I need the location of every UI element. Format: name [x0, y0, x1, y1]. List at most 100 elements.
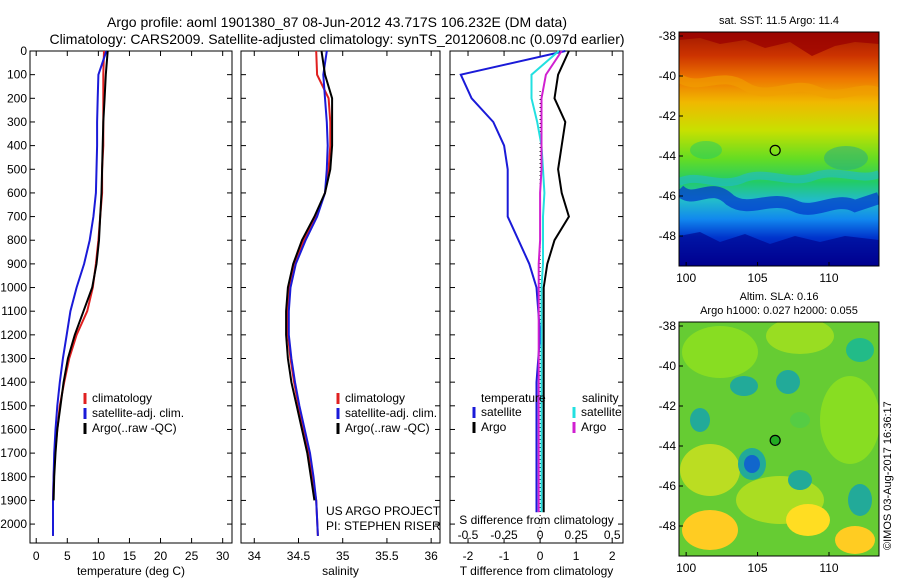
difference-xtick-label: 0	[537, 549, 544, 563]
salinity-xlabel: salinity	[322, 564, 359, 578]
legend-label: Argo	[481, 420, 507, 434]
temperature-axes-frame	[29, 50, 233, 544]
depth-tick-label: 100	[7, 68, 27, 82]
sst_map-panel: 100 105 110 -38 -40 -42 -44 -46 -48 sat. SST: 11.…	[659, 15, 880, 285]
depth-tick-label: 1500	[0, 399, 27, 413]
depth-tick-label: 200	[7, 91, 27, 105]
sst_map-frame	[678, 31, 880, 267]
depth-tick-label: 1100	[1, 304, 27, 318]
depth-tick-label: 600	[7, 186, 27, 200]
depth-tick-label: 900	[7, 257, 27, 271]
legend-label: climatology	[345, 391, 405, 405]
depth-tick-label: 400	[7, 139, 27, 153]
sla_map-float-position-marker	[769, 434, 781, 446]
sst_map-ytick-label: -38	[659, 29, 677, 43]
depth-tick-label: 0	[20, 44, 27, 58]
legend-header-temperature: temperature	[481, 391, 546, 405]
depth-tick-label: 1600	[0, 422, 27, 436]
sst_map-ytick-label: -48	[659, 229, 677, 243]
series-line-temperature-satellite-adj.	[52, 50, 108, 536]
depth-tick-label: 1000	[0, 281, 27, 295]
difference-xtick-label: -2	[463, 549, 474, 563]
depth-tick-label: 500	[7, 162, 27, 176]
temperature-xtick-label: 0	[33, 549, 40, 563]
figure-title-line1: Argo profile: aoml 1901380_87 08-Jun-201…	[107, 14, 567, 30]
depth-tick-label: 700	[7, 210, 27, 224]
series-line-salinity-Argo	[537, 50, 563, 513]
legend-label: satellite-adj. clim.	[92, 406, 184, 420]
project-footer-text: PI: STEPHEN RISER	[326, 519, 441, 533]
legend-label: climatology	[92, 391, 152, 405]
sla_map-ytick-label: -38	[659, 319, 677, 333]
salinity-xtick-label: 36	[424, 549, 438, 563]
difference-x2label: S difference from climatology	[459, 513, 614, 527]
series-line-salinity-satellite-adj.	[287, 50, 329, 536]
sla_map-frame	[678, 321, 880, 557]
sla_map-ytick-label: -42	[659, 399, 677, 413]
project-footer-text: US ARGO PROJECT	[326, 504, 441, 518]
sla_map-xtick-label: 100	[676, 561, 696, 575]
sst_map-xtick-label: 105	[748, 271, 768, 285]
salinity-xtick-label: 35.5	[375, 549, 399, 563]
difference-panel: -2 -1 0 1 2T difference from climatology S di…	[449, 50, 624, 578]
sla_map-xtick-label: 105	[748, 561, 768, 575]
temperature-xtick-label: 10	[92, 549, 106, 563]
sla_map-ytick-label: -48	[659, 519, 677, 533]
legend-header-salinity: salinity	[582, 391, 619, 405]
depth-tick-label: 800	[7, 233, 27, 247]
sst_map-ytick-label: -44	[659, 149, 677, 163]
salinity-xtick-label: 34.5	[287, 549, 311, 563]
sst_map-ytick-label: -42	[659, 109, 677, 123]
salinity-axes-frame	[240, 50, 441, 544]
sst_map-float-position-marker	[769, 144, 781, 156]
depth-tick-label: 1300	[0, 352, 27, 366]
legend-label: satellite	[481, 405, 522, 419]
legend-label: Argo(..raw -QC)	[92, 421, 177, 435]
sst_map-ytick-label: -46	[659, 189, 677, 203]
temperature-xtick-label: 15	[123, 549, 137, 563]
temperature-xtick-label: 5	[64, 549, 71, 563]
temperature-xtick-label: 20	[154, 549, 168, 563]
depth-tick-label: 1200	[0, 328, 27, 342]
difference-x2tick-label: -0.5	[458, 528, 479, 542]
difference-axes-frame	[449, 50, 624, 544]
salinity-xtick-label: 34	[248, 549, 262, 563]
sla_map-ytick-label: -40	[659, 359, 677, 373]
figure-title-line2: Climatology: CARS2009. Satellite-adjuste…	[49, 31, 624, 47]
difference-xlabel: T difference from climatology	[460, 564, 614, 578]
credit-text: ©IMOS 03-Aug-2017 16:36:17	[882, 401, 894, 550]
depth-tick-label: 1700	[0, 446, 27, 460]
difference-x2tick-label: 0	[537, 528, 544, 542]
series-line-salinity-satellite	[530, 50, 560, 513]
legend-label: Argo	[581, 420, 607, 434]
temperature-xlabel: temperature (deg C)	[77, 564, 185, 578]
depth-tick-label: 1400	[0, 375, 27, 389]
sst-map-field	[679, 32, 879, 266]
difference-x2tick-label: 0.25	[564, 528, 588, 542]
depth-tick-label: 1900	[0, 493, 27, 507]
sla_map-ytick-label: -44	[659, 439, 677, 453]
temperature-xtick-label: 30	[216, 549, 230, 563]
difference-x2tick-label: 0.5	[604, 528, 621, 542]
difference-xtick-label: -1	[499, 549, 510, 563]
sla_map-title: Altim. SLA: 0.16	[740, 291, 819, 303]
sst_map-ytick-label: -40	[659, 69, 677, 83]
sst_map-xtick-label: 100	[676, 271, 696, 285]
series-line-temperature-satellite	[459, 50, 566, 513]
sst_map-title: sat. SST: 11.5 Argo: 11.4	[719, 15, 839, 27]
salinity-panel: 34 34.5 35 35.5 36 salinity climatologysatelli…	[240, 50, 441, 578]
legend-label: satellite-adj. clim.	[345, 406, 437, 420]
sla_map-xtick-label: 110	[819, 561, 838, 575]
difference-xtick-label: 1	[573, 549, 580, 563]
difference-xtick-label: 2	[609, 549, 616, 563]
sst_map-xtick-label: 110	[819, 271, 838, 285]
legend-label: Argo(..raw -QC)	[345, 421, 430, 435]
series-line-salinity-Argo	[285, 50, 334, 501]
temperature-panel: 0 5 10 15 20 25 300100200300400500600700800900…	[0, 44, 233, 578]
legend-label: satellite	[581, 405, 622, 419]
sla_map-subtitle: Argo h1000: 0.027 h2000: 0.055	[700, 305, 858, 317]
temperature-xtick-label: 25	[185, 549, 199, 563]
salinity-xtick-label: 35	[336, 549, 350, 563]
sla_map-ytick-label: -46	[659, 479, 677, 493]
